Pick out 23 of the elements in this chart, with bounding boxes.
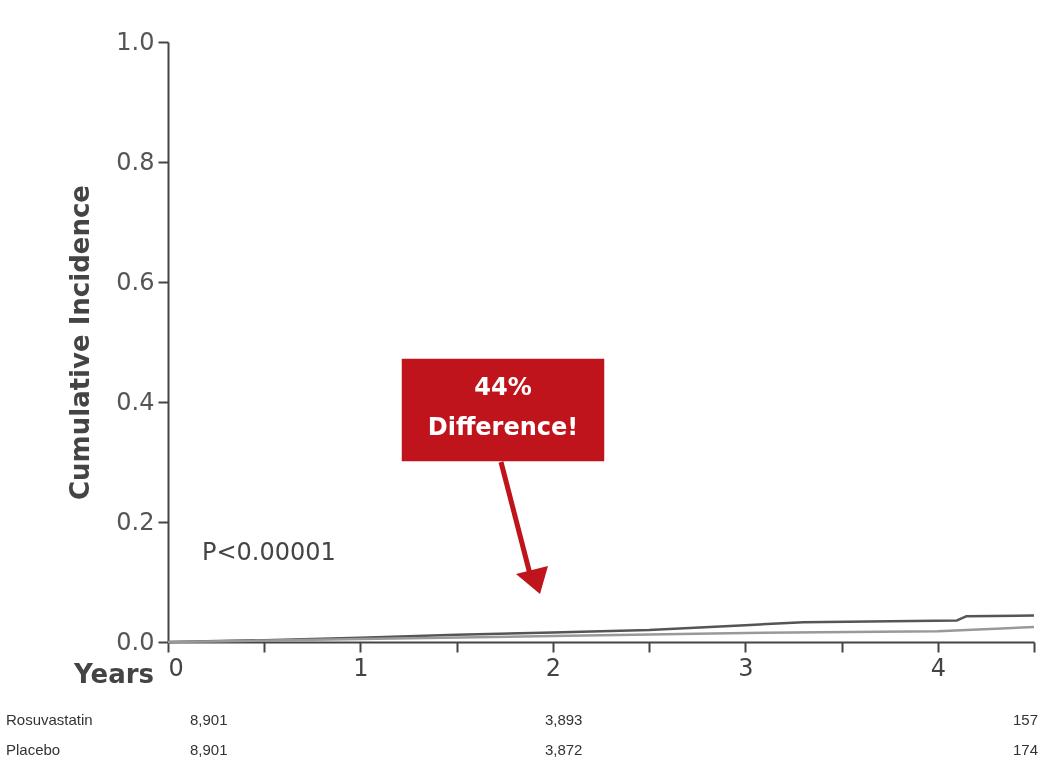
x-tick-label: 2	[545, 653, 562, 682]
text: Rosuvastatin	[6, 711, 93, 728]
text: 8,901	[190, 711, 228, 728]
x-tick-label: 3	[738, 653, 754, 682]
x-tick-label: 4	[930, 653, 946, 682]
y-tick-label: 0.4	[116, 387, 155, 416]
y-axis-title: Cumulative Incidence	[65, 185, 96, 500]
y-tick-label: 0.0	[116, 627, 155, 656]
x-axis-title: Years	[73, 659, 154, 689]
text: 157	[1012, 711, 1038, 728]
annotation: 44% Difference!	[427, 373, 579, 441]
text: 174	[1012, 741, 1038, 758]
x-tick-label: 0	[168, 653, 184, 682]
y-tick-label: 0.2	[116, 507, 155, 536]
text: 8,901	[190, 741, 228, 758]
y-tick-label: 0.6	[116, 267, 155, 296]
text: 3,893	[544, 711, 583, 728]
y-tick-label: 1.0	[116, 27, 155, 56]
x-tick-label: 1	[353, 653, 369, 682]
text: Placebo	[6, 741, 61, 758]
text: 3,872	[544, 741, 583, 758]
annotation: P<0.00001	[202, 538, 336, 566]
y-tick-label: 0.8	[116, 147, 155, 176]
